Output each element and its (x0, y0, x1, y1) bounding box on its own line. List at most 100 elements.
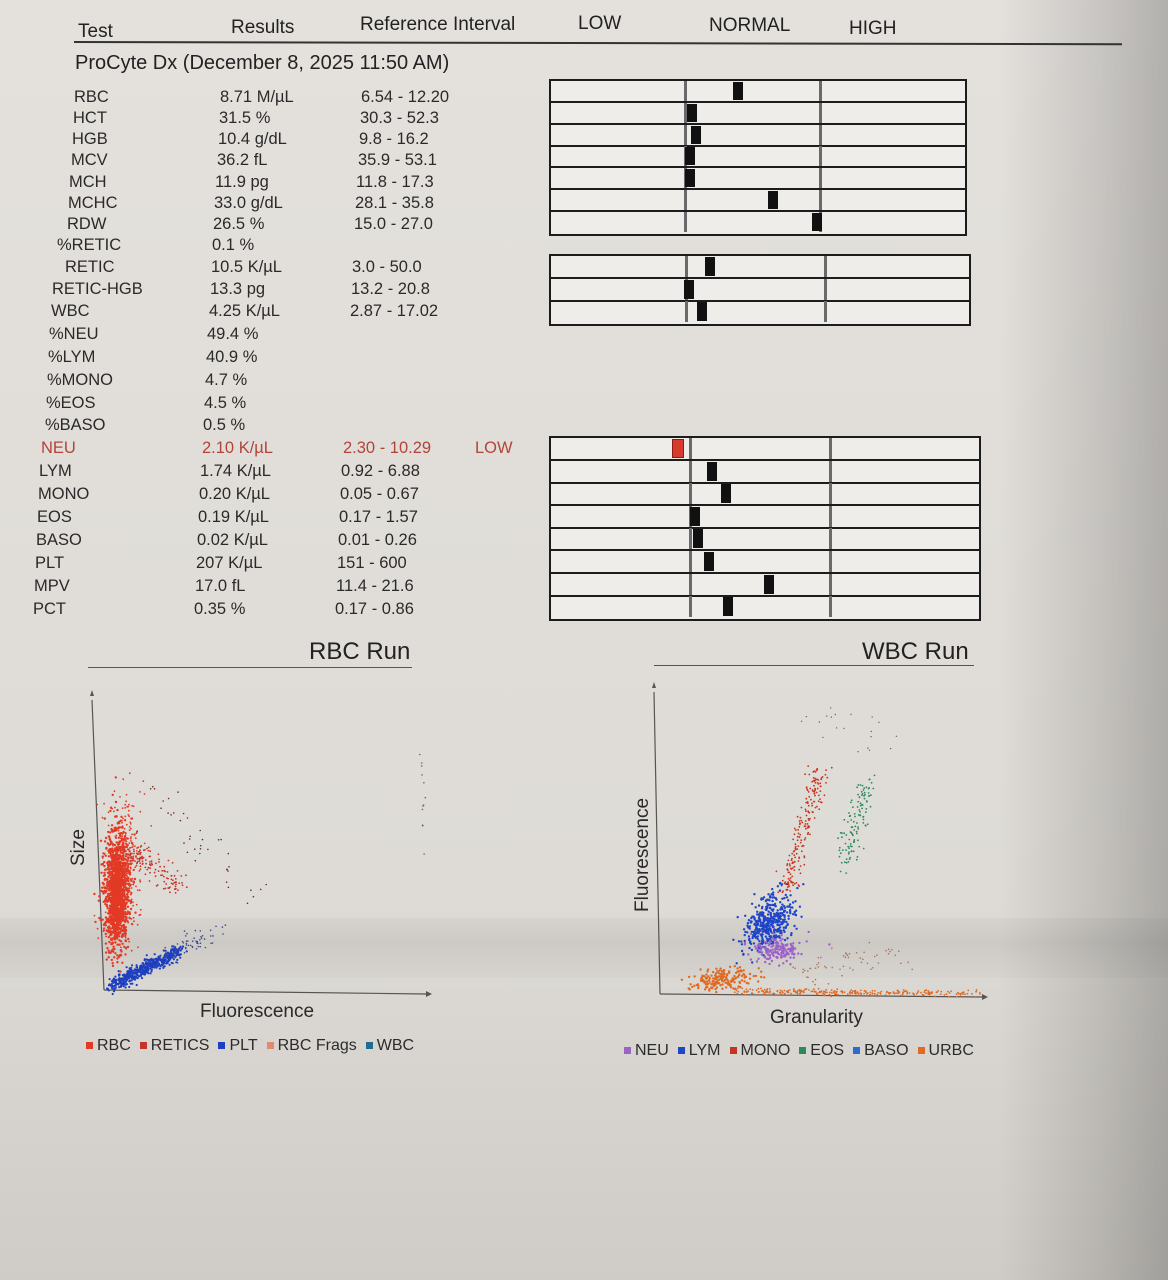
eos-point (867, 792, 870, 794)
urbc-point (846, 993, 849, 996)
rbc-point (111, 918, 114, 921)
mono-point (793, 860, 796, 863)
rbc-point (101, 918, 104, 921)
retic-point (149, 850, 152, 853)
plt-point (145, 970, 148, 973)
header-results: Results (231, 17, 295, 38)
wbc-point (421, 808, 424, 811)
plt-point (121, 977, 124, 980)
rbc-point (109, 842, 112, 846)
mono-point (803, 838, 806, 841)
baso-point (827, 983, 830, 985)
eos-point (839, 852, 842, 855)
rbc-point (129, 899, 133, 903)
rbc-point (121, 846, 124, 849)
rbc-point (112, 910, 116, 913)
rbc-point (129, 907, 133, 911)
urbc-point (936, 991, 938, 994)
lym-point (767, 910, 770, 913)
rbc-point (133, 920, 135, 923)
urbc-point (689, 983, 692, 986)
header-high: HIGH (849, 18, 897, 39)
normal-high-divider (819, 146, 822, 166)
rbc-point (122, 778, 125, 781)
rbc-point (116, 961, 119, 964)
plt-point (158, 967, 161, 970)
wbc-point (420, 765, 423, 767)
lym-point (756, 929, 760, 932)
retic-point (144, 866, 147, 869)
retic-point (129, 852, 132, 855)
lym-point (757, 932, 760, 935)
lym-point (753, 923, 756, 926)
neu-point (765, 941, 769, 945)
rbc-point (116, 904, 119, 907)
urbc-point (836, 988, 839, 991)
urbc-point (737, 970, 741, 973)
retic-point (157, 853, 160, 856)
urbc-point (962, 991, 965, 994)
lym-point (744, 930, 747, 934)
neu-point (756, 948, 760, 951)
mono-point (791, 862, 794, 865)
urbc-point (763, 976, 766, 979)
row-result: 4.25 K/µL (209, 302, 280, 320)
rbc-point (109, 831, 112, 834)
neu-point (760, 951, 764, 954)
lym-point (787, 899, 790, 902)
wbc-legend-item: BASO (853, 1042, 909, 1059)
urbc-point (724, 981, 727, 984)
baso-point (866, 962, 869, 965)
row-test-name: BASO (36, 531, 82, 549)
eos-point (857, 826, 859, 828)
urbc-point (802, 990, 804, 993)
row-reference-interval: 0.05 - 0.67 (340, 485, 419, 503)
rbc-point (114, 898, 117, 901)
mono-point (809, 787, 812, 790)
rbc-point (120, 815, 123, 818)
plt-point (170, 948, 173, 951)
eos-point (847, 852, 850, 855)
lym-point (770, 908, 773, 911)
neu-point (776, 948, 779, 951)
rbc-point (104, 916, 108, 919)
eos-point (843, 832, 845, 835)
rbc-point (121, 905, 124, 908)
retic-point (169, 886, 171, 888)
mono-point (868, 749, 871, 751)
rbc-point (123, 875, 126, 878)
plt-point (128, 985, 131, 989)
neu-point (781, 937, 784, 941)
retic-point (170, 878, 173, 881)
lym-point (796, 886, 799, 890)
plt-point (186, 940, 189, 942)
row-test-name: %EOS (46, 394, 96, 412)
baso-point (831, 947, 833, 950)
lym-point (762, 926, 765, 929)
mono-point (807, 810, 809, 812)
neu-point (749, 932, 753, 936)
plt-point (196, 940, 199, 943)
rbc-point (104, 836, 108, 840)
baso-point (839, 968, 841, 971)
rbc-point (111, 807, 113, 810)
urbc-point (781, 991, 784, 994)
plt-point (171, 962, 174, 965)
lym-point (760, 897, 763, 900)
neu-point (789, 963, 792, 966)
lym-point (783, 906, 787, 909)
eos-point (841, 849, 844, 851)
retic-point (185, 874, 187, 877)
plt-point (141, 969, 144, 972)
lym-point (792, 913, 795, 916)
rbc-point (110, 920, 113, 923)
mono-point (822, 736, 824, 739)
mono-point (870, 730, 872, 733)
low-normal-divider (684, 212, 687, 232)
plt-point (155, 966, 158, 969)
rbc-point (107, 883, 110, 886)
lym-point (754, 928, 757, 932)
normal-high-divider (829, 483, 832, 504)
rbc-point (121, 882, 125, 886)
eos-point (853, 829, 856, 831)
